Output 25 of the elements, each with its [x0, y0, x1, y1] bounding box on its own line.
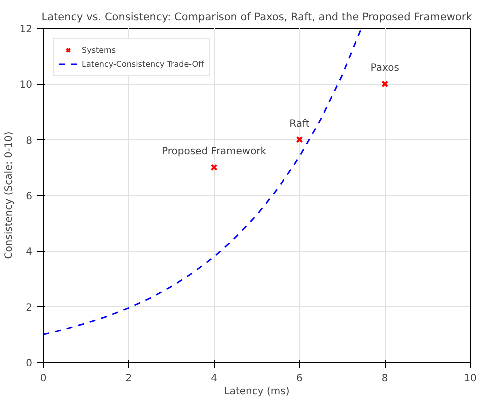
x-tick-label: 6 — [296, 374, 303, 384]
line-series — [44, 28, 362, 336]
legend-label: Systems — [82, 45, 116, 55]
x-tick-label: 4 — [211, 374, 218, 384]
x-tick-label: 8 — [382, 374, 388, 384]
x-axis-title: Latency (ms) — [224, 386, 290, 398]
annotation: Paxos — [370, 63, 400, 74]
chart-title: Latency vs. Consistency: Comparison of Paxos, Raft, and the Proposed Framework — [42, 12, 474, 24]
point — [296, 136, 304, 144]
y-axis-title: Consistency (Scale: 0-10) — [4, 132, 15, 260]
x-tick-label: 0 — [40, 374, 47, 384]
y-tick-label: 10 — [20, 80, 33, 92]
y-tick-label: 12 — [20, 24, 33, 36]
y-tick-label: 0 — [26, 358, 33, 370]
x-tick-label: 10 — [464, 374, 477, 384]
y-tick-label: 4 — [26, 247, 33, 258]
annotation: Proposed Framework — [162, 146, 267, 158]
point — [210, 164, 218, 172]
annotation: Raft — [290, 118, 310, 130]
x-tick-label: 2 — [126, 374, 132, 384]
point — [382, 80, 389, 88]
legend-label: Latency-Consistency Trade-Off — [82, 59, 204, 69]
y-tick-label: 6 — [26, 192, 33, 202]
y-tick-label: 8 — [26, 136, 33, 147]
y-tick-label: 2 — [26, 302, 33, 314]
